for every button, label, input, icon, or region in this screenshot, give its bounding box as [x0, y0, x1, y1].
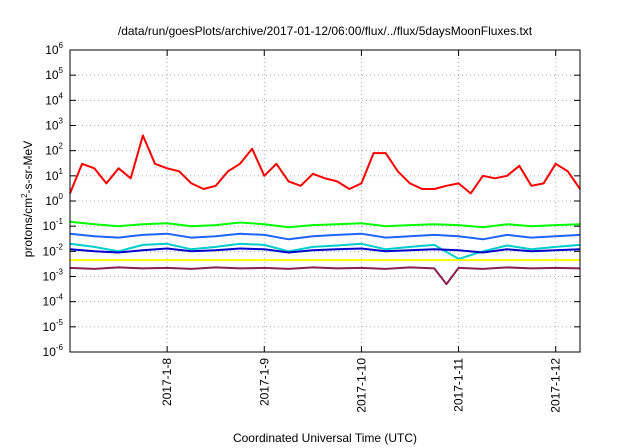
y-axis-label: protons/cm2-s-sr-MeV	[20, 141, 35, 257]
y-tick-exponent: -5	[56, 318, 64, 327]
series-4	[69, 247, 581, 254]
series-line	[69, 266, 581, 286]
y-tick-exponent: -3	[56, 268, 64, 277]
x-tick-label: 2017-1-11	[452, 358, 466, 412]
y-tick-exponent: -6	[56, 343, 64, 352]
y-tick-base: 10	[43, 345, 57, 359]
y-tick-exponent: 1	[59, 167, 64, 176]
series-layer	[69, 134, 581, 286]
y-tick-exponent: 3	[59, 117, 64, 126]
series-6	[69, 266, 581, 286]
x-tick-label: 2017-1-8	[160, 358, 174, 406]
series-2	[69, 232, 581, 241]
y-tick-base: 10	[45, 68, 59, 82]
grid	[70, 50, 580, 352]
y-tick-label: 10-5	[43, 318, 64, 334]
y-tick-exponent: 5	[59, 66, 64, 75]
y-tick-base: 10	[43, 219, 57, 233]
y-tick-base: 10	[43, 244, 57, 258]
y-tick-label: 102	[45, 142, 63, 158]
y-axis: 10-610-510-410-310-210-11001011021031041…	[43, 41, 580, 359]
y-tick-base: 10	[45, 169, 59, 183]
y-tick-base: 10	[43, 320, 57, 334]
x-tick-label: 2017-1-10	[354, 358, 368, 413]
y-tick-exponent: -2	[56, 242, 64, 251]
y-tick-exponent: 6	[59, 41, 64, 50]
y-tick-base: 10	[45, 43, 59, 57]
y-tick-base: 10	[43, 295, 57, 309]
y-tick-label: 103	[45, 117, 63, 133]
y-tick-label: 10-2	[43, 242, 64, 258]
y-tick-exponent: -4	[56, 293, 64, 302]
y-tick-exponent: 2	[59, 142, 64, 151]
y-tick-base: 10	[45, 144, 59, 158]
y-tick-base: 10	[45, 194, 59, 208]
y-tick-exponent: 0	[59, 192, 64, 201]
y-tick-base: 10	[45, 119, 59, 133]
series-0	[69, 134, 581, 195]
y-tick-label: 104	[45, 91, 63, 107]
series-3	[69, 242, 581, 260]
y-tick-label: 10-4	[43, 293, 64, 309]
y-tick-base: 10	[45, 93, 59, 107]
y-tick-label: 10-3	[43, 268, 64, 284]
x-axis-label: Coordinated Universal Time (UTC)	[233, 431, 417, 445]
y-tick-exponent: 4	[59, 91, 64, 100]
y-tick-label: 101	[45, 167, 63, 183]
y-tick-label: 10-1	[43, 217, 64, 233]
y-axis-label-sup: 2	[20, 193, 29, 198]
series-line	[69, 247, 581, 254]
y-axis-label-prefix: protons/cm	[21, 198, 35, 257]
y-tick-exponent: -1	[56, 217, 64, 226]
y-tick-label: 100	[45, 192, 63, 208]
series-1	[69, 220, 581, 229]
y-tick-label: 105	[45, 66, 63, 82]
chart-title: /data/run/goesPlots/archive/2017-01-12/0…	[118, 24, 533, 38]
y-tick-base: 10	[43, 270, 57, 284]
y-tick-label: 106	[45, 41, 63, 57]
y-tick-label: 10-6	[43, 343, 64, 359]
series-line	[69, 134, 581, 195]
series-line	[69, 220, 581, 229]
x-axis: 2017-1-8 2017-1-9 2017-1-10 2017-1-11 2017-1…	[160, 50, 563, 413]
series-line	[69, 232, 581, 241]
x-tick-label: 2017-1-9	[257, 358, 271, 406]
y-axis-label-suffix: -s-sr-MeV	[21, 141, 35, 194]
x-tick-label: 2017-1-12	[549, 358, 563, 413]
series-line	[69, 242, 581, 260]
